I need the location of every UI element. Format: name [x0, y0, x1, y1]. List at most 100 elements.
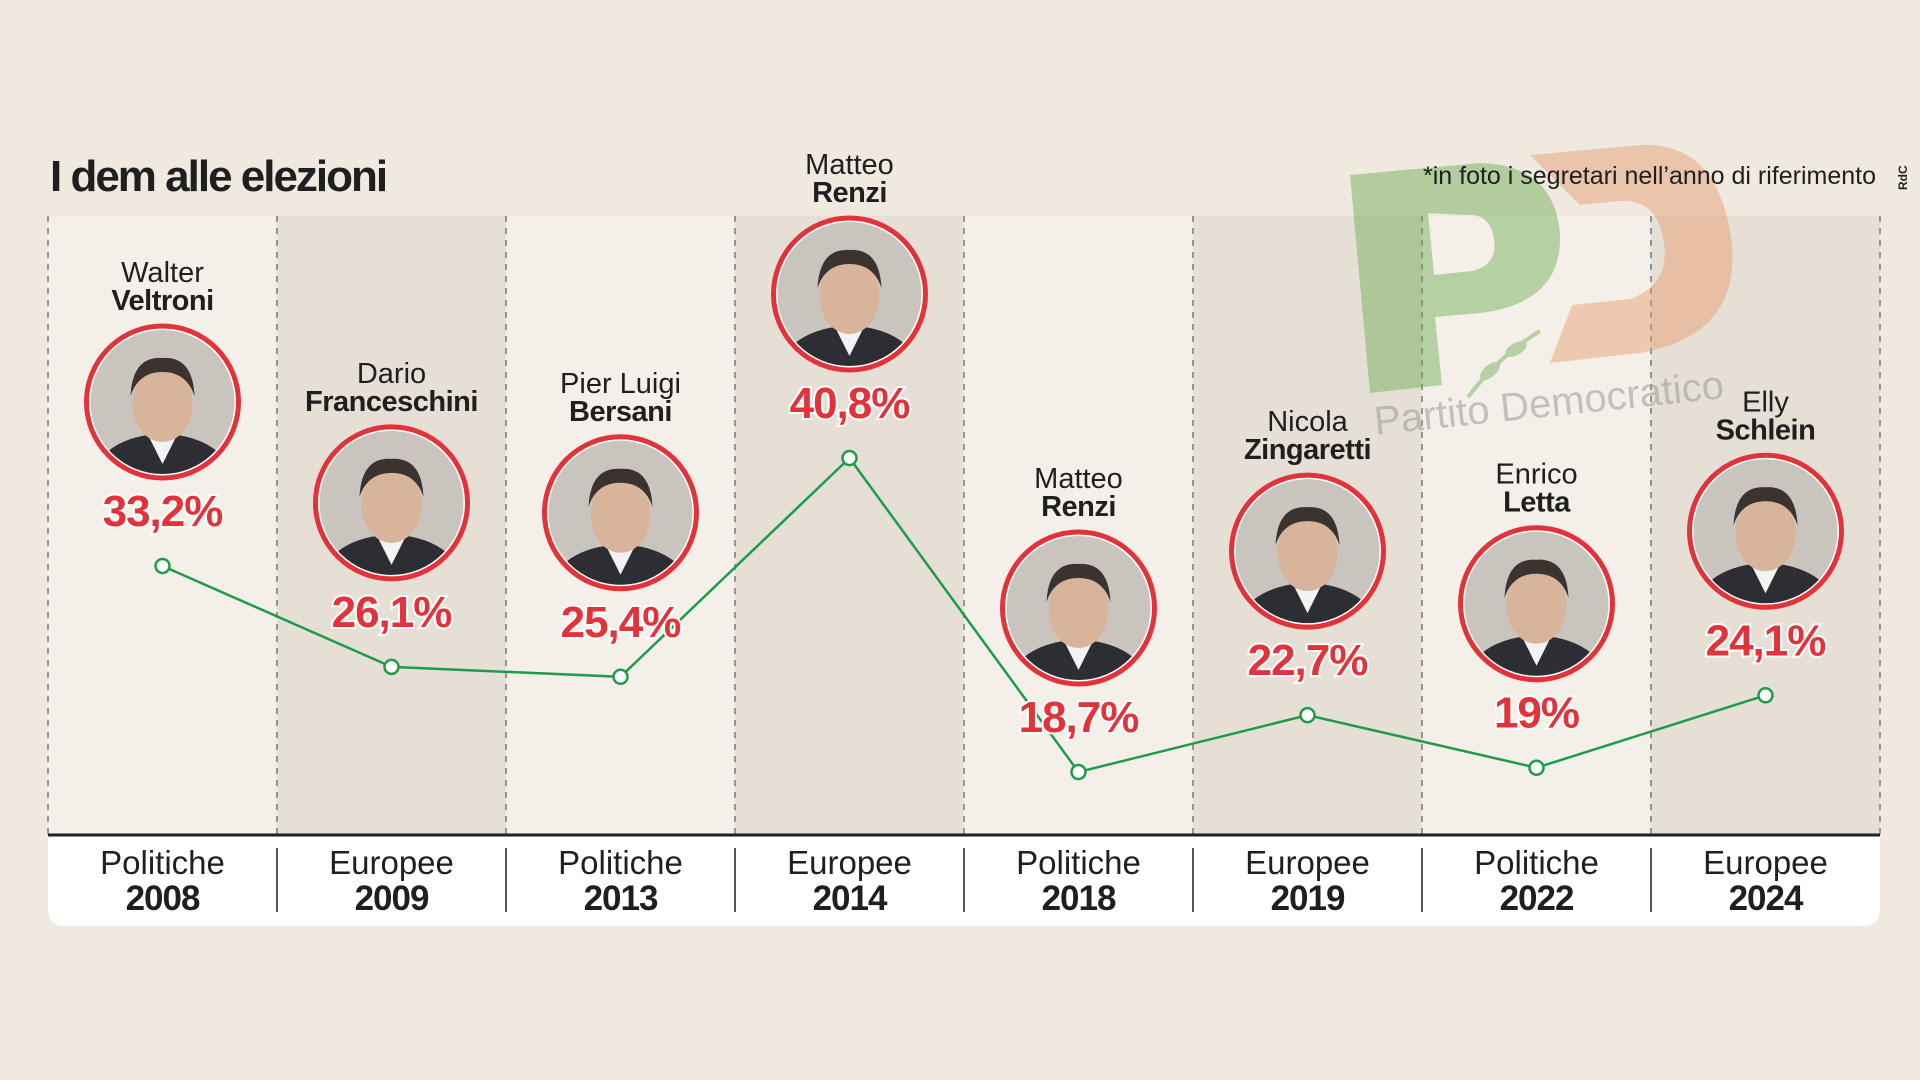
leader-first-name: Matteo	[805, 149, 894, 181]
leader-last-name: Schlein	[1716, 414, 1816, 446]
x-tick-label-year: 2014	[813, 879, 888, 918]
leader-last-name: Bersani	[569, 396, 672, 428]
data-point	[612, 668, 629, 686]
portrait-hair	[1046, 563, 1111, 602]
data-label: 33,2%	[103, 487, 223, 536]
credit-text: RdC	[1896, 165, 1910, 190]
x-tick-label-type: Europee	[1703, 844, 1828, 881]
portrait-face	[1735, 495, 1796, 572]
portrait-suit	[1008, 640, 1149, 680]
portrait-shirt	[1293, 585, 1322, 614]
portrait-face	[590, 476, 651, 553]
leader-portrait	[1687, 452, 1844, 610]
data-label: 25,4%	[561, 598, 681, 647]
data-label: 26,1%	[332, 588, 452, 637]
leader-last-name: Zingaretti	[1244, 434, 1371, 466]
series-line	[161, 456, 1766, 774]
leader-first-name: Walter	[121, 257, 204, 289]
category-footer: Politiche2008Europee2009Politiche2013Eur…	[48, 833, 1880, 926]
portrait-suit	[92, 433, 233, 474]
portrait-face	[1277, 515, 1338, 592]
leader-portrait	[1229, 472, 1386, 630]
data-point	[1070, 763, 1087, 781]
leader-last-name: Letta	[1503, 487, 1571, 519]
portrait-image	[319, 430, 464, 575]
leader-last-name: Franceschini	[305, 386, 478, 418]
x-tick-label-type: Politiche	[100, 844, 225, 881]
data-label: 19%	[1494, 689, 1579, 738]
portrait-hair	[1504, 559, 1569, 598]
leader-last-name: Renzi	[812, 177, 887, 209]
portrait-face	[132, 365, 193, 442]
x-tick-label-year: 2018	[1042, 879, 1116, 918]
portrait-hair	[588, 468, 653, 507]
portrait-face	[1506, 567, 1567, 644]
leader-portrait	[771, 215, 928, 373]
chart-title: I dem alle elezioni	[50, 152, 388, 201]
column-background	[1422, 216, 1651, 834]
data-point	[1528, 759, 1545, 776]
data-point	[154, 557, 171, 575]
portrait-shirt	[1064, 642, 1093, 670]
portrait-suit	[1466, 635, 1607, 676]
portrait-image	[548, 440, 693, 585]
x-tick-label-type: Politiche	[558, 844, 683, 881]
x-tick-label-year: 2022	[1500, 879, 1574, 918]
portrait-shirt	[1522, 637, 1551, 666]
leader-first-name: Enrico	[1495, 459, 1577, 491]
portrait-face	[819, 258, 880, 334]
portrait-suit	[1695, 563, 1836, 604]
portrait-shirt	[606, 546, 635, 575]
data-point	[841, 449, 858, 467]
portrait-image	[1235, 479, 1380, 624]
portrait-suit	[321, 534, 462, 575]
portrait-face	[361, 466, 422, 543]
portrait-hair	[817, 249, 882, 288]
leader-portrait	[1000, 529, 1157, 687]
leader-first-name: Elly	[1742, 386, 1789, 418]
leader-first-name: Dario	[357, 358, 426, 390]
x-tick-label-type: Europee	[1245, 844, 1370, 881]
data-point	[1299, 706, 1316, 724]
portrait-hair	[130, 357, 195, 396]
leader-portrait	[313, 424, 470, 582]
series-line-layer	[154, 449, 1774, 781]
leader-first-name: Pier Luigi	[560, 368, 681, 400]
portrait-face	[1048, 572, 1109, 648]
x-tick-label-type: Europee	[329, 844, 454, 881]
portrait-image	[90, 329, 235, 474]
portrait-image	[777, 222, 922, 366]
data-point	[1757, 687, 1774, 704]
portrait-image	[1693, 459, 1838, 604]
portrait-shirt	[835, 328, 864, 356]
portrait-hair	[1275, 507, 1340, 546]
leader-last-name: Veltroni	[111, 285, 213, 317]
portrait-suit	[779, 326, 920, 366]
column-background	[964, 216, 1193, 834]
x-tick-label-year: 2008	[126, 879, 200, 918]
x-tick-label-year: 2024	[1729, 879, 1804, 918]
portrait-image	[1464, 531, 1609, 676]
portrait-suit	[550, 544, 691, 585]
portrait-shirt	[148, 435, 177, 464]
leader-portrait	[1458, 525, 1615, 683]
data-point	[383, 658, 400, 676]
column-background	[48, 216, 277, 834]
x-tick-label-type: Politiche	[1016, 844, 1141, 881]
leader-first-name: Matteo	[1034, 463, 1123, 495]
data-label: 18,7%	[1019, 693, 1139, 742]
x-tick-label-type: Europee	[787, 844, 912, 881]
portrait-hair	[359, 458, 424, 497]
footnote: *in foto i segretari nell’anno di riferi…	[1422, 162, 1876, 190]
credit: RdC	[1896, 156, 1910, 192]
x-tick-label-year: 2013	[584, 879, 658, 918]
data-label: 22,7%	[1248, 636, 1368, 685]
leader-first-name: Nicola	[1267, 406, 1348, 438]
x-tick-label-year: 2009	[355, 879, 429, 918]
portrait-shirt	[1751, 565, 1780, 594]
data-label: 40,8%	[790, 379, 910, 428]
portrait-hair	[1733, 487, 1798, 526]
